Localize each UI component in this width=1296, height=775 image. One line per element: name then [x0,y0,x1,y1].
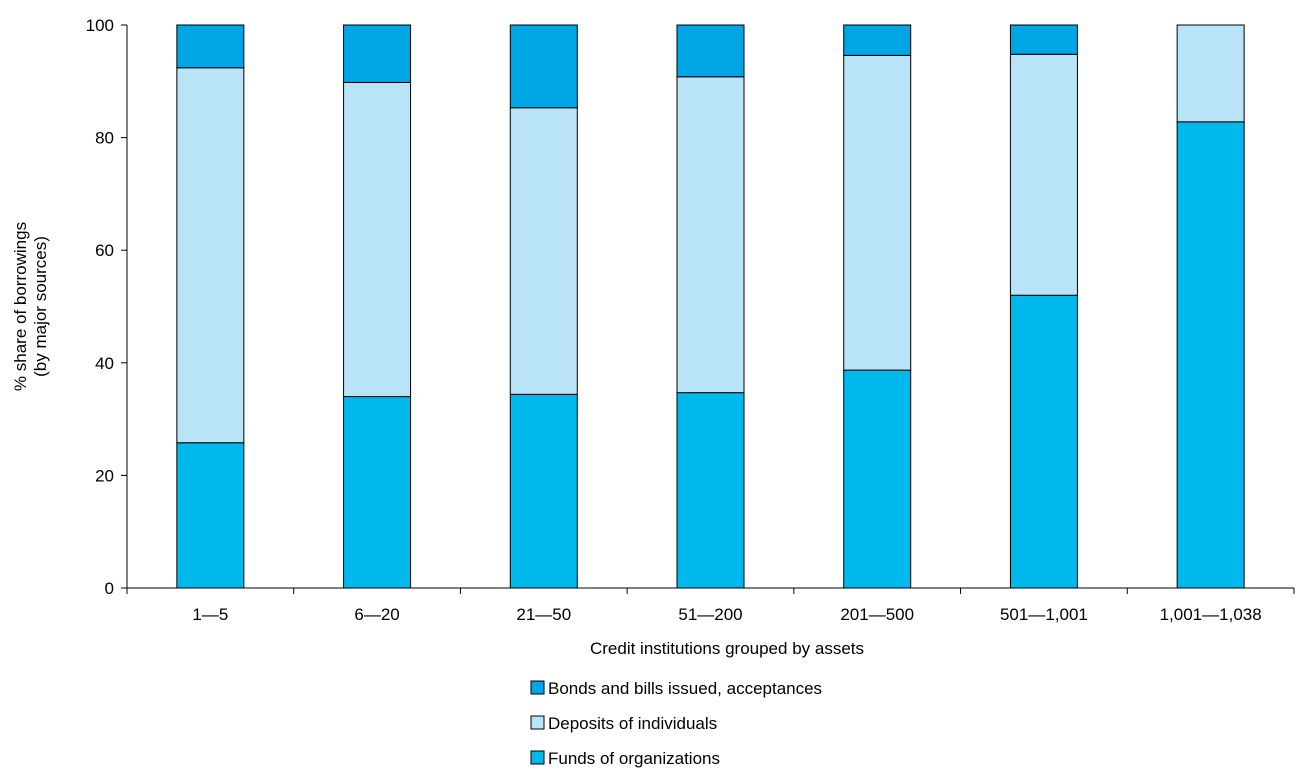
bar-segment [509,393,578,589]
x-tick-label: 6—20 [354,605,399,624]
legend-label: Bonds and bills issued, acceptances [548,679,822,698]
bar-segment [176,67,245,444]
y-tick-label: 80 [95,129,114,148]
legend-label: Deposits of individuals [548,714,717,733]
bar-segment [343,396,412,589]
y-tick-label: 0 [105,579,114,598]
bar-segment [176,24,245,69]
bar-segment [343,81,412,398]
bar-segment [1176,24,1245,123]
bar-segment [343,24,412,83]
bar-segment [1009,24,1078,55]
y-tick-labels: 0 20 40 60 80 100 [86,16,114,598]
bar-segment [176,442,245,589]
bar-segment [1176,121,1245,589]
bar-segment [676,76,745,394]
bar-segment [1009,294,1078,589]
x-tick-labels: 1—5 6—20 21—50 51—200 201—500 501—1,001 1,001—… [192,605,1261,624]
x-axis-title: Credit institutions grouped by assets [590,639,864,658]
y-axis-title-line-0: % share of borrowings [11,222,30,391]
legend: Bonds and bills issued, acceptances Depos… [530,679,822,768]
y-tick-label: 40 [95,354,114,373]
y-tick-label: 100 [86,16,114,35]
bar-segment [843,24,912,56]
bar-segment [1009,53,1078,296]
y-tick-label: 60 [95,241,114,260]
y-tick-label: 20 [95,466,114,485]
legend-swatch [530,715,545,730]
bar-segment [843,54,912,371]
x-tick-label: 201—500 [840,605,914,624]
bar-segment [843,369,912,589]
legend-swatch [530,750,545,765]
bars [176,24,1245,589]
x-tick-label: 1,001—1,038 [1160,605,1262,624]
legend-swatch [530,680,545,695]
x-tick-label: 1—5 [192,605,228,624]
bar-segment [509,24,578,109]
bar-segment [509,107,578,395]
y-axis-title: % share of borrowings (by major sources) [11,222,50,391]
bar-segment [676,392,745,589]
legend-label: Funds of organizations [548,749,720,768]
x-tick-label: 51—200 [678,605,742,624]
y-axis-title-line-1: (by major sources) [31,236,50,377]
x-tick-label: 501—1,001 [1000,605,1088,624]
bar-segment [676,24,745,78]
x-tick-label: 21—50 [516,605,571,624]
